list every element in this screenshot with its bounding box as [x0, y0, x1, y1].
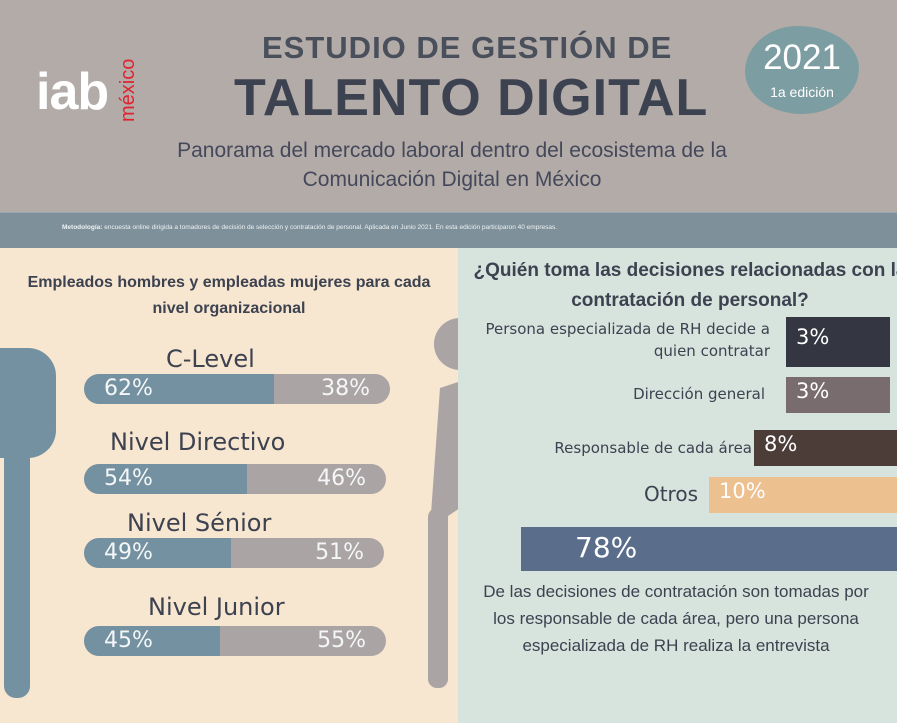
- level-label: C-Level: [166, 345, 255, 373]
- highlight-bar: 78%: [521, 527, 897, 571]
- gender-bar: 49% 51%: [84, 538, 384, 568]
- highlight-value: 78%: [575, 531, 638, 564]
- header: iab méxico ESTUDIO DE GESTIÓN DE TALENTO…: [0, 0, 897, 212]
- men-percent: 54%: [104, 466, 153, 491]
- badge-edition: 1a edición: [770, 84, 834, 100]
- men-segment: [84, 374, 274, 404]
- methodology-label: Metodología:: [62, 224, 103, 231]
- men-segment: [84, 538, 231, 568]
- women-percent: 46%: [317, 466, 366, 491]
- iab-logo: iab: [36, 62, 109, 122]
- decisions-chart-title: ¿Quién toma las decisiones relacionadas …: [473, 260, 897, 311]
- decision-label: Dirección general: [633, 385, 765, 403]
- logo-country: méxico: [117, 58, 139, 122]
- gender-bar: 45% 55%: [84, 626, 386, 656]
- decision-label: Persona especializada de RH decide a qui…: [485, 320, 770, 360]
- methodology-bar: Metodología: encuesta online dirigida a …: [0, 212, 897, 249]
- decision-value: 3%: [796, 379, 830, 403]
- decision-bar: 10%: [709, 477, 897, 513]
- decision-value: 8%: [764, 432, 798, 456]
- men-percent: 49%: [104, 540, 153, 565]
- title-line-2: TALENTO DIGITAL: [234, 69, 709, 127]
- logo-text: iab: [36, 63, 109, 121]
- men-percent: 62%: [104, 376, 153, 401]
- man-figure-icon: [0, 348, 56, 698]
- decision-bar: 3%: [786, 377, 890, 413]
- woman-figure-icon: [428, 318, 460, 688]
- decision-value: 10%: [719, 479, 766, 503]
- subtitle: Panorama del mercado laboral dentro del …: [150, 136, 754, 194]
- gender-bar: 62% 38%: [84, 374, 390, 404]
- decision-label: Otros: [643, 482, 698, 506]
- title-line-1: ESTUDIO DE GESTIÓN DE: [262, 30, 673, 65]
- subtitle-line-2: Comunicación Digital en México: [302, 168, 602, 191]
- women-percent: 38%: [321, 376, 370, 401]
- level-label: Nivel Junior: [148, 593, 285, 621]
- decision-bar: 8%: [754, 430, 897, 466]
- level-label: Nivel Directivo: [110, 428, 286, 456]
- methodology-body: encuesta online dirigida a tomadores de …: [104, 224, 558, 231]
- level-label: Nivel Sénior: [127, 509, 272, 537]
- gender-bar: 54% 46%: [84, 464, 386, 494]
- subtitle-line-1: Panorama del mercado laboral dentro del …: [177, 139, 727, 162]
- men-segment: [84, 626, 220, 656]
- methodology-text: Metodología: encuesta online dirigida a …: [62, 224, 557, 231]
- men-segment: [84, 464, 248, 494]
- decision-value: 3%: [796, 325, 830, 349]
- decision-label: Responsable de cada área: [554, 439, 752, 457]
- gender-chart-title: Empleados hombres y empleadas mujeres pa…: [27, 274, 431, 317]
- edition-badge: 2021 1a edición: [745, 26, 859, 114]
- men-percent: 45%: [104, 628, 153, 653]
- highlight-note: De las decisiones de contratación son to…: [483, 582, 869, 655]
- women-percent: 55%: [317, 628, 366, 653]
- badge-year: 2021: [763, 38, 841, 77]
- women-percent: 51%: [315, 540, 364, 565]
- decision-bar: 3%: [786, 317, 890, 367]
